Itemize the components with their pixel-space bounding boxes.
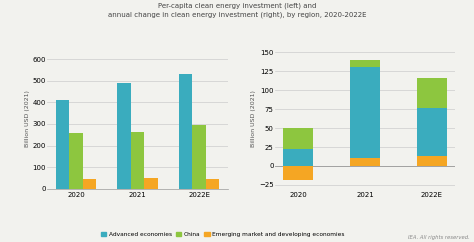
Bar	[69, 133, 82, 189]
Bar	[283, 166, 313, 180]
Legend: Advanced economies, China, Emerging market and developing economies: Advanced economies, China, Emerging mark…	[99, 229, 346, 239]
Text: Per-capita clean energy investment (left) and
annual change in clean energy inve: Per-capita clean energy investment (left…	[108, 2, 366, 18]
Bar	[417, 108, 447, 156]
Text: IEA. All rights reserved.: IEA. All rights reserved.	[408, 234, 469, 240]
Bar	[192, 125, 206, 189]
Bar	[144, 178, 158, 189]
Bar	[55, 100, 69, 189]
Bar	[283, 128, 313, 149]
Bar	[82, 179, 96, 189]
Bar	[350, 60, 380, 67]
Y-axis label: Billion USD (2021): Billion USD (2021)	[25, 90, 30, 147]
Bar	[206, 179, 219, 189]
Bar	[417, 156, 447, 166]
Bar	[131, 132, 144, 189]
Bar	[350, 67, 380, 159]
Bar	[117, 83, 131, 189]
Bar	[350, 159, 380, 166]
Bar	[179, 74, 192, 189]
Y-axis label: Billion USD (2021): Billion USD (2021)	[251, 90, 256, 147]
Bar	[417, 78, 447, 108]
Bar	[283, 149, 313, 166]
